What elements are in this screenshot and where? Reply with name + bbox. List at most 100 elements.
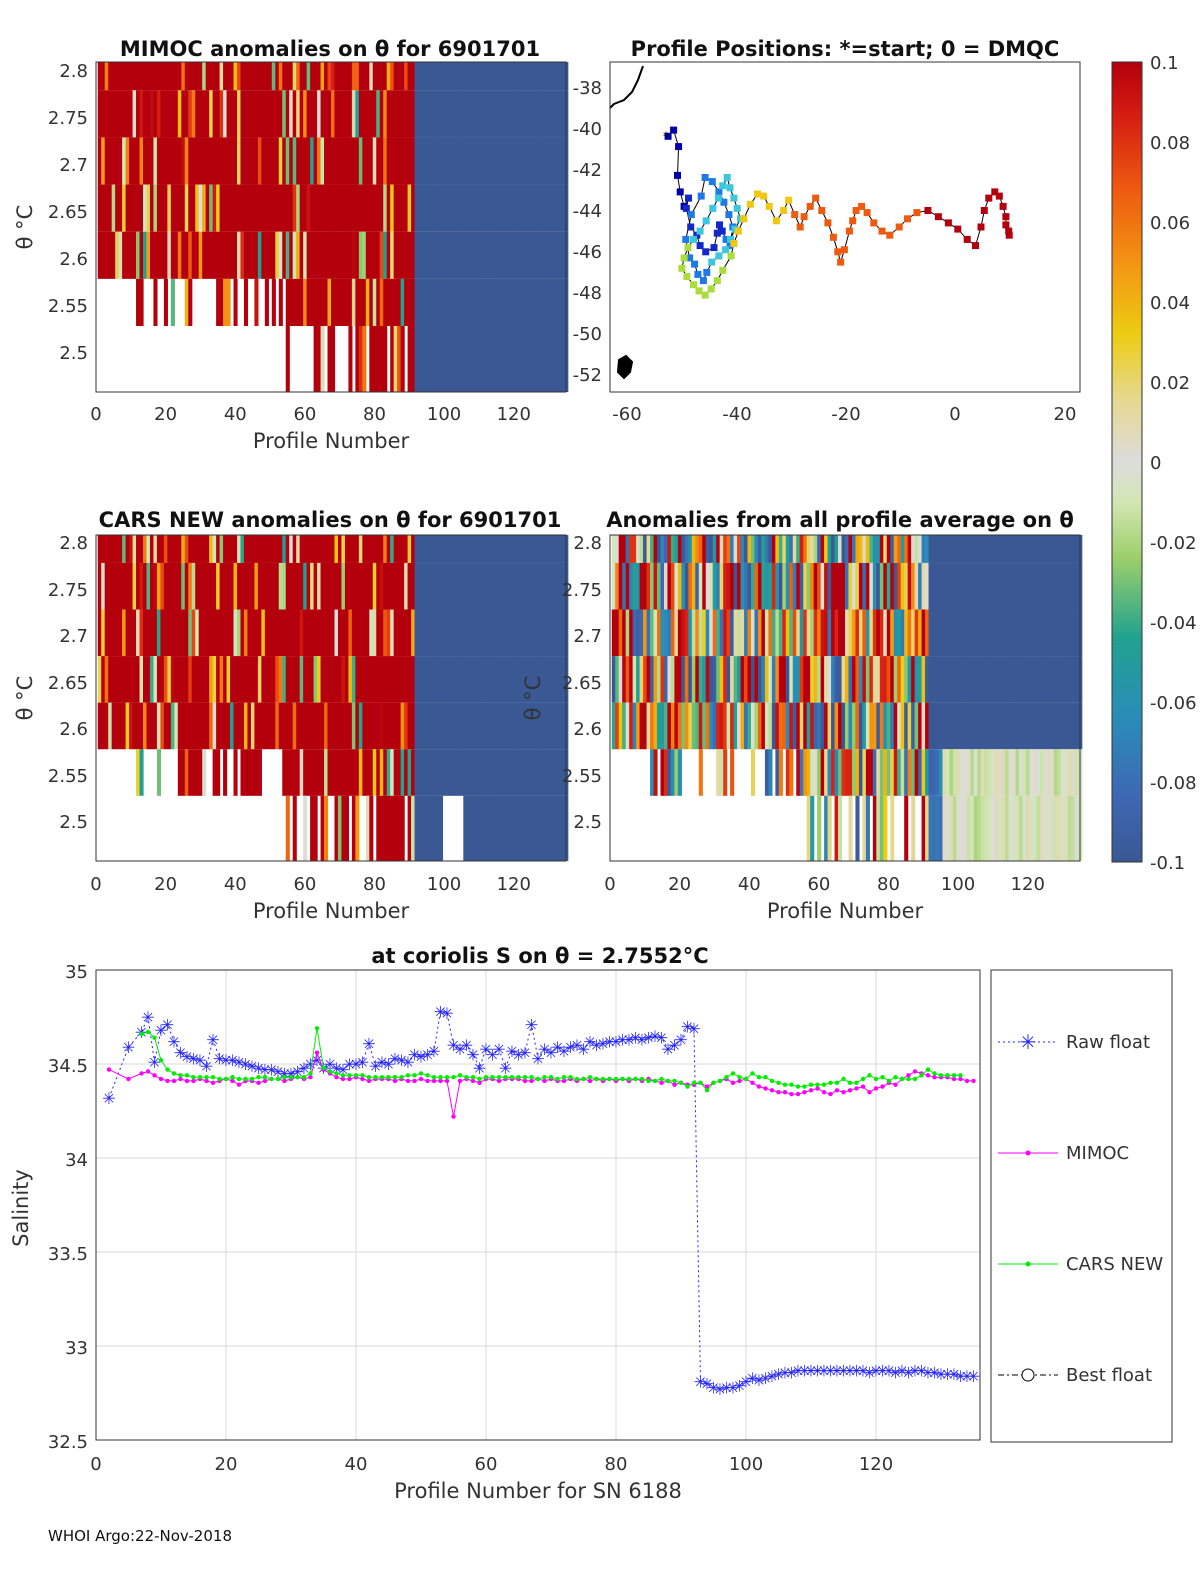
heatmap-cell [491,535,496,563]
salinity-xtick: 40 [345,1454,368,1475]
heatmap-cell [233,90,238,138]
heatmap-cell [264,90,269,138]
heatmap-cell [365,656,370,703]
heatmap-cell [512,562,517,610]
heatmap-cell [397,137,402,185]
heatmap-cell [1001,535,1006,563]
mimoc-y-ticks: 2.8 2.75 2.7 2.65 2.6 2.55 2.5 [48,61,88,364]
heatmap-cell [789,656,794,703]
heatmap-cell [1022,562,1027,610]
heatmap-cell [268,656,273,703]
heatmap-cell [1046,609,1052,657]
heatmap-cell [139,562,144,610]
heatmap-cell [431,184,437,232]
heatmap-cell [122,90,127,138]
heatmap-cell [282,535,287,563]
heatmap-cell [845,609,850,657]
heatmap-cell [143,609,148,657]
heatmap-cell [331,231,336,279]
heatmap-cell [334,749,339,796]
mimoc-point [587,1078,593,1084]
heatmap-cell [883,749,888,796]
heatmap-cell [170,278,175,326]
raw-float-point: ✳ [843,1361,856,1380]
heatmap-cell [796,562,801,610]
heatmap-cell [925,702,930,750]
heatmap-cell [243,90,249,138]
heatmap-cell [539,702,544,750]
raw-float-point: ✳ [161,1016,174,1035]
heatmap-cell [425,795,430,861]
mimoc-point [184,1078,190,1084]
heatmap-cell [341,609,346,657]
heatmap-cell [501,795,506,861]
heatmap-cell [611,562,616,610]
heatmap-cell [1026,702,1031,750]
raw-float-point: ✳ [349,1055,362,1074]
heatmap-cell [663,749,669,796]
profile-position-marker [723,174,731,181]
heatmap-cell [331,656,336,703]
heatmap-cell [491,137,496,185]
heatmap-cell [101,535,106,563]
heatmap-cell [285,90,290,138]
heatmap-cell [712,656,717,703]
cars-new-point [171,1071,177,1076]
heatmap-cell [414,609,419,657]
avg-ytick: 2.8 [573,533,602,554]
heatmap-cell [233,562,238,610]
heatmap-cell [369,795,374,861]
heatmap-cell [177,562,182,610]
heatmap-cell [418,702,423,750]
cars-new-point [490,1075,495,1080]
heatmap-cell [167,184,172,232]
mimoc-point [412,1078,417,1084]
colorbar-tick: -0.02 [1150,533,1197,554]
heatmap-cell [726,702,731,750]
heatmap-cell [188,278,193,326]
heatmap-cell [223,535,228,563]
heatmap-cell [438,278,444,326]
heatmap-cell [383,535,388,563]
heatmap-cell [411,62,416,91]
raw-float-point: ✳ [544,1044,557,1063]
raw-float-point: ✳ [330,1059,343,1078]
cars-y-ticks: 2.8 2.75 2.7 2.65 2.6 2.55 2.5 [48,533,88,833]
heatmap-cell [250,749,256,796]
heatmap-cell [278,278,283,326]
heatmap-cell [358,562,363,610]
heatmap-cell [959,562,964,610]
heatmap-cell [390,795,395,861]
cars-new-point [282,1075,287,1080]
cars-new-point [769,1078,775,1084]
heatmap-cell [226,231,231,279]
cars-new-point [698,1080,703,1086]
raw-float-point: ✳ [947,1365,960,1384]
heatmap-cell [289,90,294,138]
heatmap-cell [261,184,266,232]
heatmap-cell [299,184,304,232]
heatmap-cell [473,702,478,750]
heatmap-cell [118,702,123,750]
heatmap-cell [344,749,350,796]
heatmap-cell [980,535,985,563]
heatmap-cell [470,231,475,279]
heatmap-cell [188,656,193,703]
heatmap-cell [445,702,450,750]
heatmap-cell [550,184,555,232]
mimoc-xtick: 80 [363,404,386,425]
heatmap-cell [393,609,398,657]
heatmap-cell [771,609,776,657]
heatmap-cell [900,749,905,796]
heatmap-cell [1071,702,1076,750]
heatmap-cell [285,231,290,279]
heatmap-cell [911,795,916,861]
heatmap-cell [320,656,325,703]
heatmap-cell [438,231,444,279]
avg-title: Anomalies from all profile average on θ [606,508,1074,532]
heatmap-cell [379,609,384,657]
heatmap-cell [932,702,937,750]
heatmap-cell [425,184,430,232]
heatmap-cell [841,656,846,703]
heatmap-cell [122,702,127,750]
